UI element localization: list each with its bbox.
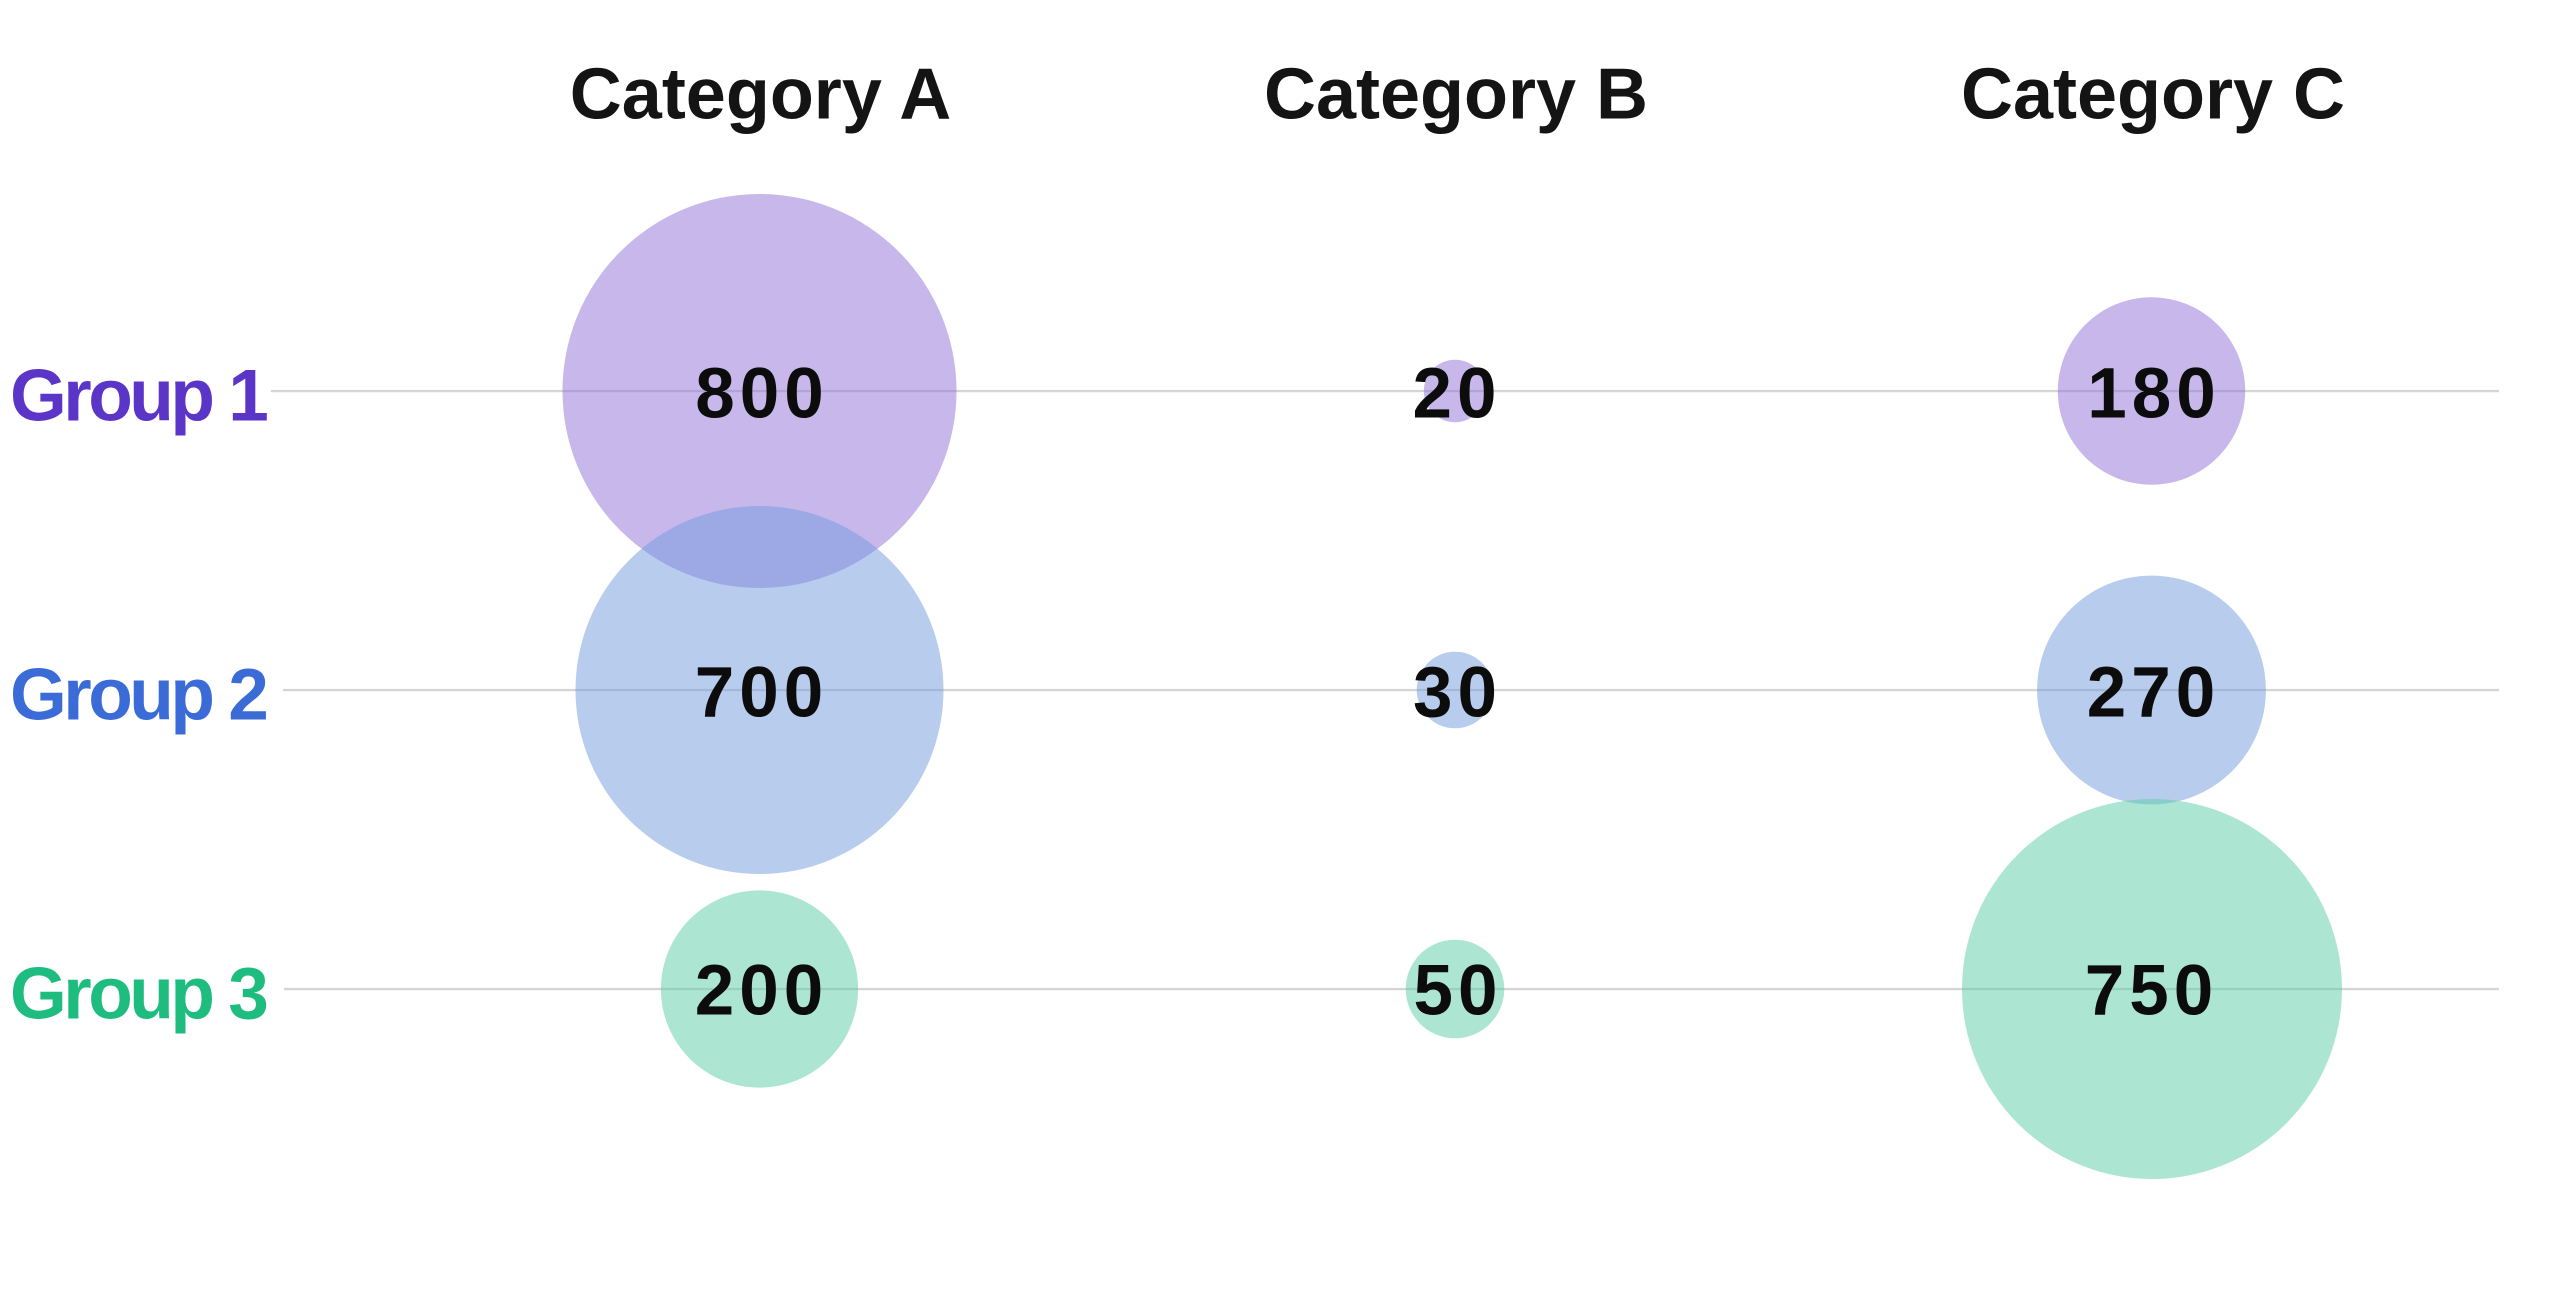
svg-text:180: 180 bbox=[2087, 355, 2220, 434]
svg-text:750: 750 bbox=[2085, 952, 2218, 1031]
svg-text:Group 1: Group 1 bbox=[10, 356, 267, 437]
svg-text:Group 2: Group 2 bbox=[10, 655, 266, 736]
svg-text:Category A: Category A bbox=[570, 55, 951, 135]
svg-text:50: 50 bbox=[1414, 952, 1503, 1031]
svg-text:20: 20 bbox=[1413, 355, 1502, 434]
svg-text:270: 270 bbox=[2087, 654, 2220, 733]
svg-text:Category C: Category C bbox=[1961, 55, 2345, 135]
svg-text:30: 30 bbox=[1413, 654, 1502, 733]
svg-text:Category B: Category B bbox=[1264, 55, 1648, 135]
svg-text:700: 700 bbox=[695, 654, 828, 733]
svg-text:Group 3: Group 3 bbox=[10, 954, 266, 1035]
svg-text:200: 200 bbox=[695, 952, 828, 1031]
svg-text:800: 800 bbox=[695, 355, 828, 434]
